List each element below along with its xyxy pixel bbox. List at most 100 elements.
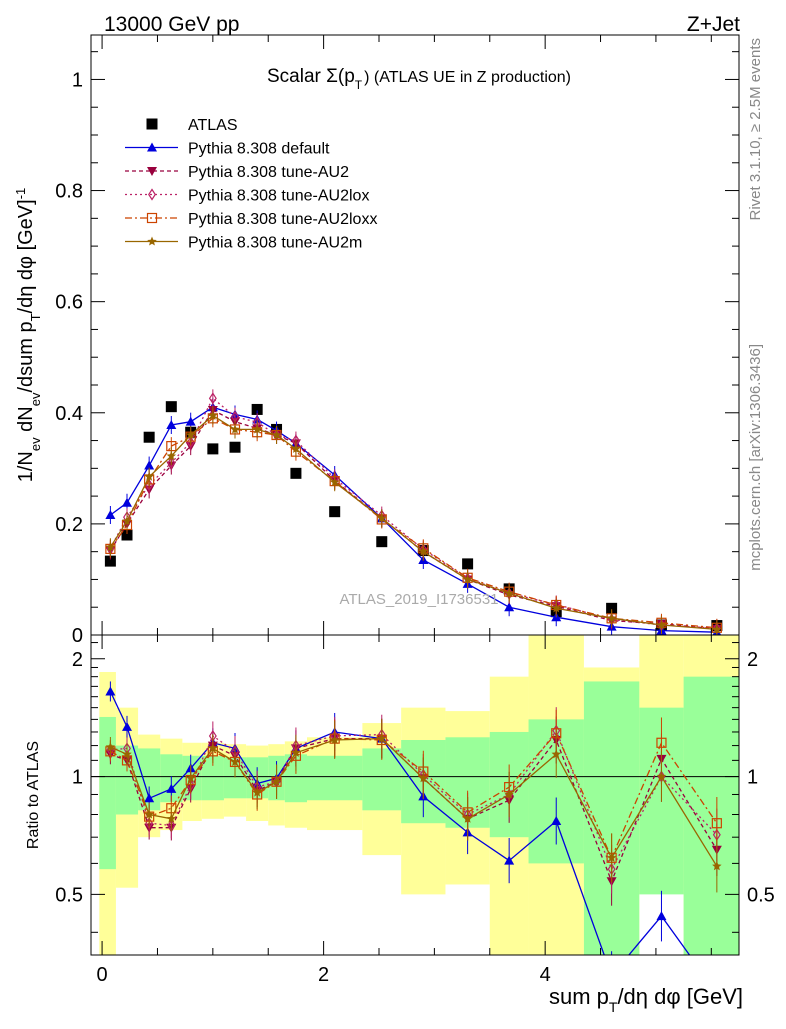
data-point <box>166 451 177 461</box>
data-point <box>377 733 387 743</box>
data-point <box>376 536 388 548</box>
data-point <box>185 416 196 426</box>
data-point <box>504 602 515 612</box>
legend-entry: Pythia 8.308 tune-AU2loxx <box>125 211 377 228</box>
ratio-ticks: 0.5 0.5 1 1 2 2 0 2 4 <box>55 635 775 986</box>
data-point <box>656 771 667 781</box>
ratio-y-tick-label-right: 0.5 <box>747 884 775 906</box>
legend-label: Pythia 8.308 tune-AU2lox <box>188 188 369 205</box>
legend-label: Pythia 8.308 tune-AU2 <box>188 164 349 181</box>
legend-label: Pythia 8.308 tune-AU2m <box>188 235 362 252</box>
data-point <box>656 737 667 748</box>
header-right: Z+Jet <box>687 13 740 36</box>
ratio-y-tick-label-right: 2 <box>747 649 758 671</box>
y-tick-label: 0.6 <box>55 292 83 314</box>
data-point <box>290 467 302 479</box>
y-tick-label: 0 <box>72 625 83 647</box>
legend-marker <box>146 118 158 130</box>
data-point <box>712 861 722 871</box>
y-tick-label: 0.4 <box>55 403 83 425</box>
legend-entry: ATLAS <box>146 117 238 134</box>
ratio-y-axis-label: Ratio to ATLAS <box>25 741 42 849</box>
data-point <box>230 424 240 434</box>
data-point <box>105 686 116 696</box>
legend-label: ATLAS <box>188 117 238 134</box>
data-point <box>186 436 195 449</box>
data-point <box>144 809 154 819</box>
data-point <box>271 776 282 786</box>
data-point <box>252 424 262 434</box>
data-point <box>144 460 155 470</box>
main-series-5 <box>105 406 722 635</box>
data-point <box>230 756 240 766</box>
data-point <box>104 555 116 567</box>
data-point <box>143 431 155 443</box>
legend-marker <box>148 188 156 201</box>
data-point <box>252 787 262 797</box>
data-point <box>208 410 218 420</box>
data-point <box>607 971 617 980</box>
legend-marker <box>147 142 157 152</box>
data-point <box>712 624 722 634</box>
main-plot-area <box>104 389 723 635</box>
uncertainty-band-inner <box>223 757 247 799</box>
data-point <box>122 497 132 507</box>
analysis-watermark: ATLAS_2019_I1736531 <box>339 591 498 608</box>
data-point <box>166 420 177 429</box>
main-panel: 0 0.2 0.4 0.6 0.8 1 Scalar Σ(pT) (ATLAS UE in… <box>13 34 740 647</box>
data-point <box>504 789 514 799</box>
header-left: 13000 GeV pp <box>104 13 239 36</box>
legend-label: Pythia 8.308 default <box>188 141 330 158</box>
main-ticks: 0 0.2 0.4 0.6 0.8 1 <box>55 35 739 647</box>
uncertainty-band-inner <box>115 745 139 815</box>
uncertainty-band-inner <box>284 754 307 803</box>
ratio-plot-area <box>91 635 739 980</box>
data-point <box>711 818 722 829</box>
x-tick-label: 4 <box>540 964 551 986</box>
legend-marker <box>146 212 158 224</box>
legend: ATLAS Pythia 8.308 default Pythia 8.308 tu… <box>125 117 377 252</box>
legend-entry: Pythia 8.308 tune-AU2lox <box>125 188 369 205</box>
data-point <box>122 516 132 526</box>
data-point <box>105 542 116 552</box>
data-point <box>291 443 301 453</box>
data-point <box>122 721 132 731</box>
data-point <box>504 588 514 598</box>
chart-title: Scalar Σ(pT) (ATLAS UE in Z production) <box>267 66 571 92</box>
ratio-y-tick-label-left: 1 <box>72 767 83 789</box>
data-point <box>606 613 617 623</box>
data-point <box>165 401 177 413</box>
mcplots-label: mcplots.cern.ch [arXiv:1306.3436] <box>747 344 764 571</box>
x-tick-label: 2 <box>318 964 329 986</box>
data-point <box>329 477 340 487</box>
data-point <box>606 602 618 614</box>
data-point <box>418 546 429 556</box>
ratio-panel: 0.5 0.5 1 1 2 2 0 2 4 Ratio to ATLAS sum pT/dη d… <box>25 634 775 1015</box>
y-tick-label: 1 <box>72 69 83 91</box>
main-y-axis-label: 1/Nev dNev/dsum pT/dη dφ [GeV]-1 <box>13 188 43 483</box>
data-point <box>377 513 387 523</box>
data-point <box>551 603 561 613</box>
y-tick-label: 0.2 <box>55 514 83 536</box>
main-y-axis-label-text: 1/Nev dNev/dsum pT/dη dφ [GeV]-1 <box>13 188 43 483</box>
data-point <box>105 742 116 751</box>
data-point <box>606 852 617 862</box>
ratio-frame <box>90 634 740 956</box>
data-point <box>418 773 429 783</box>
data-point <box>144 793 155 803</box>
y-tick-label: 0.8 <box>55 181 83 203</box>
data-point <box>105 510 116 519</box>
legend-label: Pythia 8.308 tune-AU2loxx <box>188 211 377 228</box>
uncertainty-band-inner <box>201 755 224 801</box>
legend-entry: Pythia 8.308 tune-AU2 <box>125 164 349 181</box>
data-point <box>121 529 133 541</box>
data-point <box>122 749 132 759</box>
data-point <box>329 735 340 744</box>
x-axis-label-text: sum pT/dη dφ [GeV] <box>549 984 743 1015</box>
data-point <box>462 574 473 584</box>
uncertainty-band-inner <box>583 681 640 955</box>
data-point <box>208 743 218 753</box>
x-axis-label: sum pT/dη dφ [GeV] <box>549 984 743 1015</box>
data-point <box>462 558 474 570</box>
